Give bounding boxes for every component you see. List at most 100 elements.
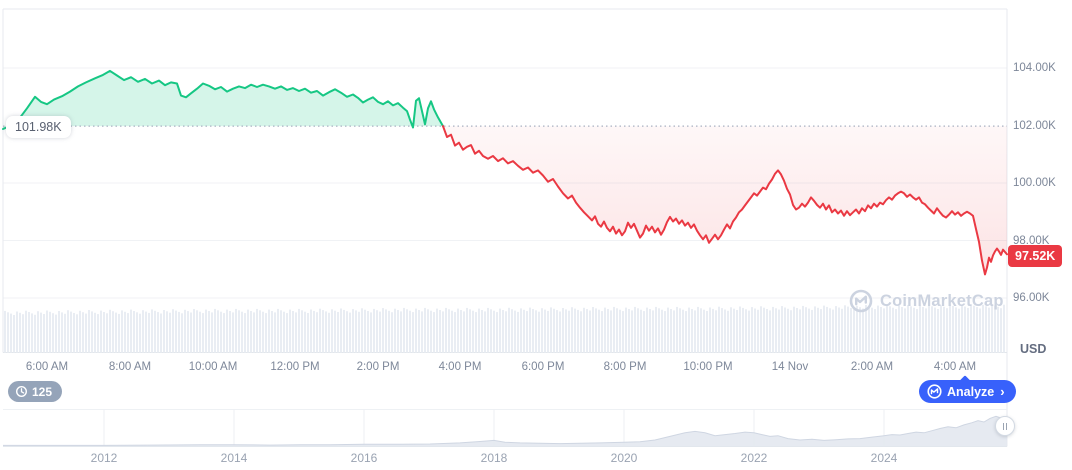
volume-bar [946, 308, 948, 353]
volume-bar [385, 309, 387, 353]
x-tick-label: 6:00 PM [521, 361, 565, 373]
volume-bar [595, 308, 597, 353]
analyze-button[interactable]: Analyze › [919, 375, 1016, 403]
volume-bar [445, 307, 447, 353]
volume-bar [826, 306, 828, 353]
volume-bar [337, 312, 339, 353]
volume-bar [895, 309, 897, 353]
volume-bar [997, 306, 999, 353]
volume-bar [262, 311, 264, 353]
volume-bar [412, 312, 414, 353]
volume-bar [508, 307, 510, 353]
volume-bar [301, 310, 303, 353]
volume-bar [328, 312, 330, 353]
volume-bar [751, 307, 753, 353]
volume-bar [907, 304, 909, 353]
volume-bar [7, 312, 9, 353]
volume-bar [664, 311, 666, 353]
volume-bar [742, 307, 744, 353]
volume-bar [457, 308, 459, 353]
volume-bar [574, 308, 576, 353]
volume-bar [1000, 308, 1002, 353]
volume-bar [376, 310, 378, 353]
volume-bar [136, 312, 138, 353]
volume-bar [250, 311, 252, 353]
volume-bar [196, 310, 198, 353]
volume-bar [736, 310, 738, 353]
navigator-handle[interactable] [995, 416, 1015, 436]
volume-bar [37, 311, 39, 353]
volume-bar [124, 311, 126, 353]
volume-bar [688, 307, 690, 353]
volume-bar [505, 311, 507, 353]
volume-bar [193, 309, 195, 353]
volume-bar [229, 311, 231, 353]
volume-bar [403, 307, 405, 353]
x-tick-label: 10:00 PM [683, 361, 733, 373]
volume-bar [841, 308, 843, 353]
volume-bar [148, 312, 150, 353]
x-tick-label: 4:00 PM [438, 361, 482, 373]
volume-bar [619, 309, 621, 353]
volume-bar [223, 313, 225, 353]
volume-bar [745, 309, 747, 353]
volume-bar [343, 309, 345, 353]
volume-bar [79, 310, 81, 353]
volume-bar [901, 307, 903, 353]
volume-bar [889, 306, 891, 353]
volume-bar [31, 313, 33, 353]
volume-bar [919, 305, 921, 353]
volume-bar [580, 311, 582, 353]
volume-bar [319, 308, 321, 353]
handle-grip [1006, 422, 1007, 430]
volume-bar [979, 308, 981, 353]
volume-bar [415, 308, 417, 353]
volume-bar [553, 308, 555, 353]
volume-bar [433, 312, 435, 353]
volume-bar [475, 312, 477, 353]
volume-bar [34, 314, 36, 353]
volume-bar [712, 308, 714, 353]
volume-bar [484, 311, 486, 353]
volume-bar [934, 307, 936, 353]
y-tick-label: 96.00K [1013, 292, 1050, 304]
volume-bar [520, 308, 522, 353]
volume-bar [925, 308, 927, 353]
volume-bar [961, 305, 963, 353]
volume-bar [727, 310, 729, 353]
y-tick-label: 100.00K [1013, 177, 1056, 189]
volume-bar [40, 312, 42, 353]
volume-bar [748, 310, 750, 353]
x-tick-label: 8:00 AM [108, 361, 152, 373]
history-count-badge[interactable]: 125 [3, 381, 63, 402]
volume-bar [859, 307, 861, 353]
y-tick-label: 104.00K [1013, 62, 1056, 74]
volume-bar [121, 310, 123, 353]
last-price-badge: 97.52K [1008, 245, 1063, 267]
volume-bar [622, 311, 624, 353]
y-tick-label: 102.00K [1013, 119, 1056, 132]
volume-bar [205, 309, 207, 353]
currency-label: USD [1020, 342, 1047, 356]
volume-bar [112, 311, 114, 353]
volume-bar [367, 311, 369, 353]
volume-bar [241, 311, 243, 353]
volume-bar [52, 313, 54, 353]
volume-bar [820, 309, 822, 353]
volume-bar [697, 306, 699, 353]
volume-bar [184, 309, 186, 353]
volume-bar [70, 311, 72, 353]
volume-bar [874, 309, 876, 353]
volume-bar [532, 309, 534, 353]
volume-bar [640, 309, 642, 353]
volume-bar [97, 314, 99, 353]
volume-bar [235, 308, 237, 353]
volume-bar [397, 310, 399, 353]
volume-bar [214, 308, 216, 353]
volume-bar [928, 304, 930, 353]
volume-bar [592, 307, 594, 353]
volume-bar [766, 309, 768, 353]
volume-bar [787, 308, 789, 353]
volume-bar [931, 306, 933, 353]
